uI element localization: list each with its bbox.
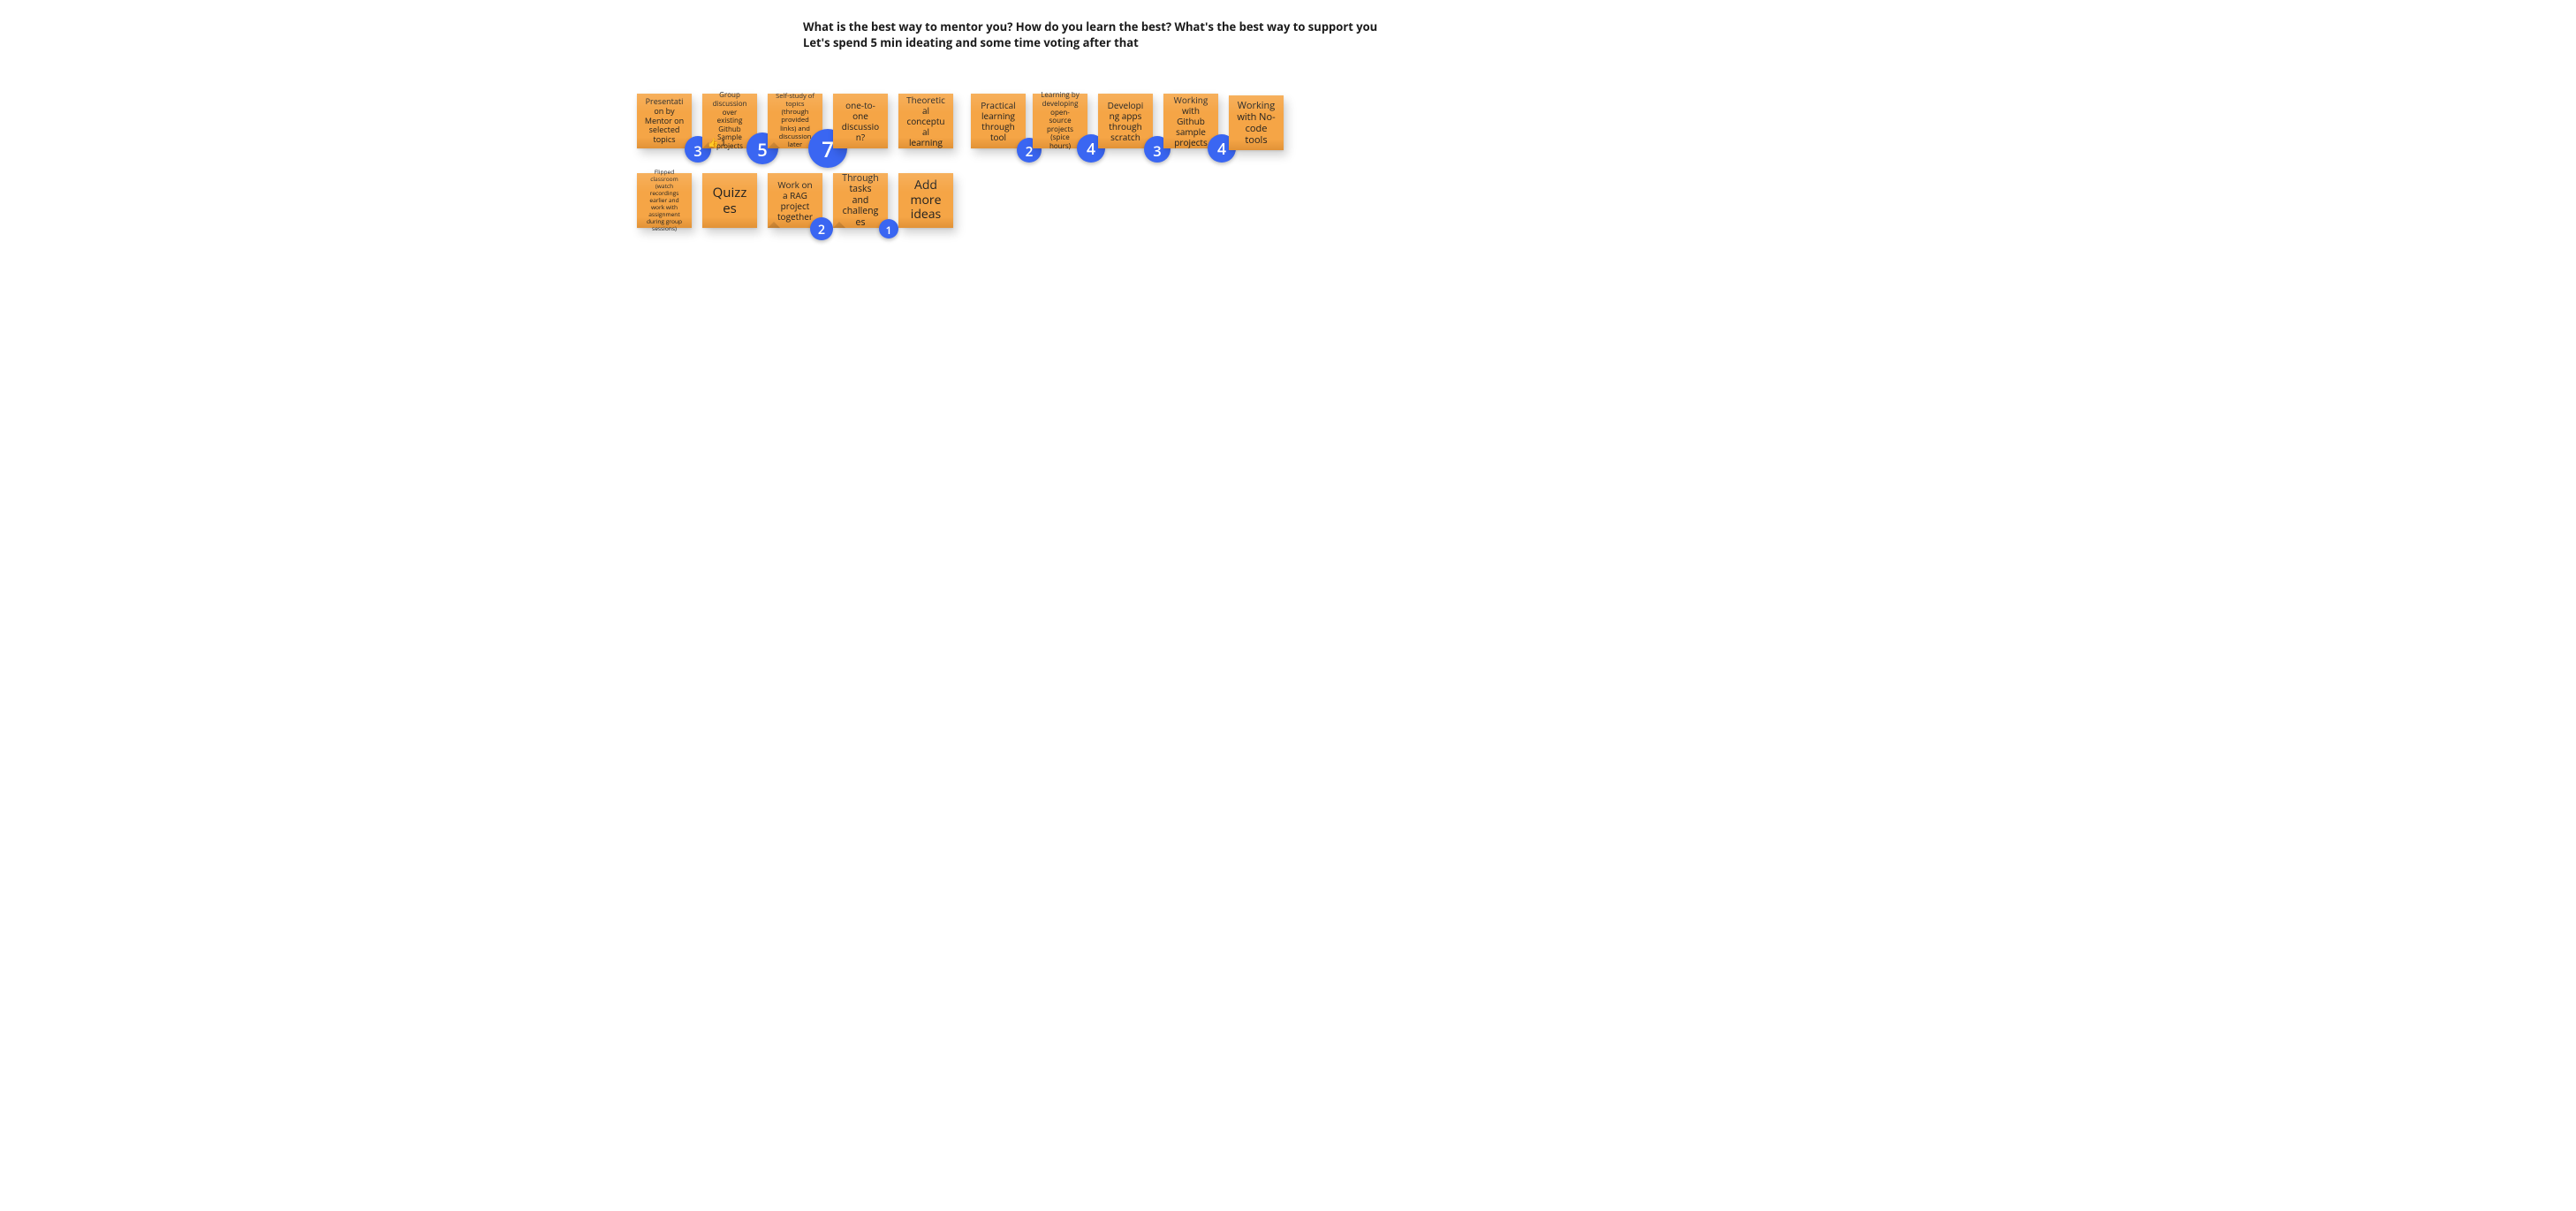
prompt-heading-line2: Let's spend 5 min ideating and some time… xyxy=(803,35,1377,51)
vote-count: 5 xyxy=(757,138,767,162)
vote-count: 4 xyxy=(1087,139,1095,160)
sticky-note[interactable]: Add more ideas xyxy=(898,173,953,228)
vote-badge[interactable]: 1 xyxy=(879,219,898,238)
prompt-heading: What is the best way to mentor you? How … xyxy=(803,19,1377,50)
sticky-note[interactable]: Practical learning through tool xyxy=(971,94,1026,148)
prompt-heading-line1: What is the best way to mentor you? How … xyxy=(803,19,1377,35)
vote-count: 1 xyxy=(886,223,892,238)
sticky-note[interactable]: Theoretical conceptual learning xyxy=(898,94,953,148)
sticky-note[interactable]: Through tasks and challenges xyxy=(833,173,888,228)
vote-badge[interactable]: 2 xyxy=(810,217,833,240)
sticky-note[interactable]: one-to-one discussion? xyxy=(833,94,888,148)
vote-count: 3 xyxy=(693,140,701,161)
sticky-note[interactable]: Flipped classroom (watch recordings earl… xyxy=(637,173,692,228)
vote-count: 7 xyxy=(822,135,834,164)
sticky-note[interactable]: Developing apps through scratch xyxy=(1098,94,1153,148)
vote-count: 4 xyxy=(1217,139,1226,160)
vote-count: 2 xyxy=(818,222,825,238)
sticky-note[interactable]: Presentation by Mentor on selected topic… xyxy=(637,94,692,148)
vote-count: 3 xyxy=(1153,140,1161,161)
sticky-note[interactable]: Working with No-code tools xyxy=(1229,95,1284,150)
sticky-note[interactable]: Quizzes xyxy=(702,173,757,228)
whiteboard-canvas[interactable]: What is the best way to mentor you? How … xyxy=(600,0,1976,647)
